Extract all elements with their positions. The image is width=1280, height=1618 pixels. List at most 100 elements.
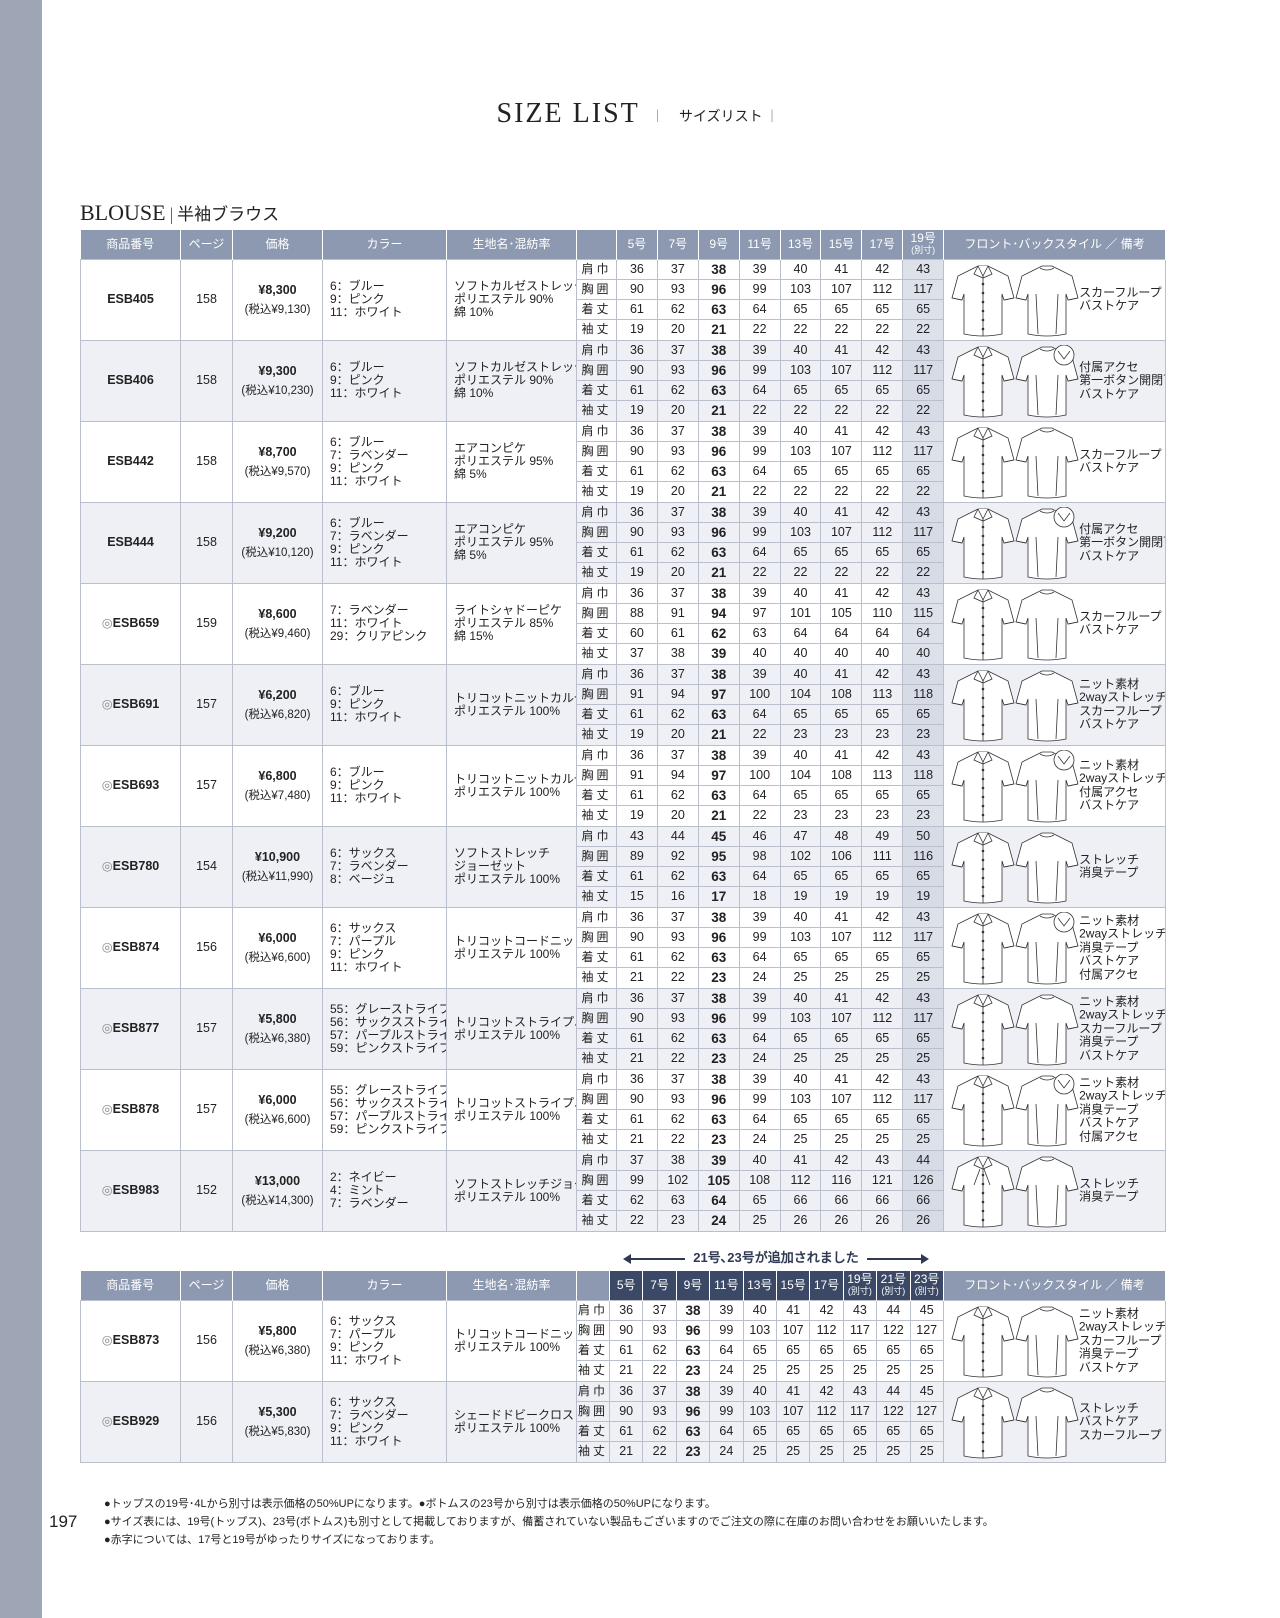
notes-list: ニット素材 2wayストレッチ スカーフループ バストケア [1079, 677, 1164, 732]
size-note: (別寸) [847, 1285, 872, 1296]
size-value: 99 [616, 1169, 658, 1192]
size-value: 25 [876, 1360, 911, 1382]
size-value: 45 [909, 1380, 944, 1402]
price-tax-included: (税込¥5,830) [244, 1425, 311, 1438]
size-value: 25 [909, 1441, 944, 1463]
fabric-info: トリコットニットカルゼ ポリエステル 100% [446, 744, 577, 827]
size-value: 39 [697, 1149, 740, 1171]
product-code: ◎ESB780 [80, 825, 181, 908]
size-value: 100 [738, 764, 781, 787]
size-value: 99 [738, 521, 781, 544]
blouse-illustration-icon [951, 344, 1079, 417]
product-code: ◎ESB873 [80, 1299, 181, 1382]
size-value: 90 [616, 926, 658, 949]
fabric-info: シェードドビークロス ポリエステル 100% [446, 1380, 577, 1463]
price-base: ¥8,600 [258, 606, 297, 621]
size-value: 66 [902, 1189, 945, 1212]
product-code-text: ESB878 [112, 1102, 160, 1116]
size-value: 19 [820, 886, 863, 908]
fabric-line: トリコットストライプニット [454, 1014, 576, 1029]
size-value: 96 [697, 521, 740, 544]
size-value: 37 [656, 339, 699, 361]
size-value: 65 [902, 703, 945, 726]
size-value: 25 [902, 1048, 945, 1070]
color-option: 9：ピンク [330, 778, 385, 792]
size-note: (別寸) [911, 244, 936, 255]
size-value: 62 [656, 1108, 699, 1131]
measure-label: 肩巾 [576, 339, 617, 361]
size-value: 25 [902, 967, 945, 989]
size-value: 117 [842, 1400, 878, 1423]
measure-label: 胸囲 [576, 845, 617, 868]
size-value: 93 [656, 521, 699, 544]
fabric-line: ポリエステル 90% [454, 292, 554, 306]
size-value: 41 [820, 420, 863, 442]
measure-label: 着丈 [576, 460, 617, 483]
size-value: 37 [656, 420, 699, 442]
measure-label: 袖丈 [576, 400, 617, 422]
col-page: ページ [180, 1271, 233, 1300]
size-value: 103 [779, 1088, 822, 1111]
price-tax-included: (税込¥6,380) [244, 1344, 311, 1357]
size-value: 42 [861, 582, 904, 604]
color-option: 59：ピンクストライプ [330, 1121, 447, 1136]
size-value: 107 [820, 926, 863, 949]
size-value: 65 [902, 541, 945, 564]
size-value: 25 [842, 1360, 878, 1382]
catalog-page: 158 [180, 420, 233, 503]
size-value: 41 [820, 258, 863, 280]
size-value: 43 [842, 1299, 878, 1321]
measure-label: 袖丈 [576, 1210, 617, 1232]
size-value: 25 [820, 1048, 863, 1070]
note-item: 第一ボタン開閉可 [1079, 534, 1164, 549]
table-row: 着丈 61 62 63 64 65 65 65 65 [81, 865, 1166, 888]
section-divider: | [169, 204, 174, 224]
size-label: 19号 [847, 1271, 873, 1286]
size-value: 107 [820, 1007, 863, 1030]
note-item: バストケア [1079, 298, 1140, 313]
size-value: 62 [656, 460, 699, 483]
color-option: 9：ピンク [330, 697, 385, 711]
notes-list: ストレッチ 消臭テープ [1079, 852, 1139, 880]
size-value: 96 [697, 1088, 740, 1111]
measure-label: 胸囲 [576, 278, 617, 301]
size-value: 64 [709, 1420, 744, 1443]
notes-list: ニット素材 2wayストレッチ スカーフループ 消臭テープ バストケア [1079, 1306, 1165, 1375]
size-value: 65 [779, 865, 822, 888]
table-row: 袖丈 19 20 21 22 22 22 22 22 [81, 400, 1166, 422]
size-value: 112 [861, 521, 904, 544]
measure-label: 肩巾 [576, 1068, 617, 1090]
size-value: 64 [738, 298, 781, 321]
size-value: 21 [616, 1129, 658, 1151]
measure-label: 袖丈 [576, 1441, 610, 1463]
new-mark-icon: ◎ [101, 1333, 113, 1347]
blouse-illustration-icon [951, 265, 1079, 336]
footnote: ●サイズ表には、19号(トップス)、23号(ボトムス)も別寸として掲載しておりま… [104, 1516, 994, 1528]
size-value: 19 [616, 400, 658, 422]
catalog-page: 157 [180, 663, 233, 746]
size-value: 43 [902, 501, 945, 523]
product-code-text: ESB405 [107, 292, 154, 306]
size-value: 23 [902, 724, 945, 746]
note-item: 2wayストレッチ [1079, 1007, 1166, 1022]
size-value: 22 [616, 1210, 658, 1232]
table-row: ESB405 158 ¥8,300 (税込¥9,130) 6：ブルー 9：ピンク 11… [80, 258, 1166, 341]
size-value: 117 [902, 278, 945, 301]
price-tax-included: (税込¥9,570) [244, 465, 311, 478]
measure-label: 肩巾 [576, 744, 617, 766]
size-value: 105 [697, 1169, 740, 1192]
size-value: 117 [902, 521, 945, 544]
size-value: 64 [820, 622, 863, 645]
size-value: 25 [876, 1441, 911, 1463]
size-value: 22 [656, 1048, 699, 1070]
size-value: 39 [738, 663, 781, 685]
size-value: 26 [820, 1210, 863, 1232]
color-list: 55：グレーストライプ56：サックスストライプ57：パープルストライプ59：ピン… [322, 987, 447, 1070]
notes-list: スカーフループ バストケア [1079, 285, 1162, 313]
style-notes: ニット素材 2wayストレッチ スカーフループ バストケア [943, 663, 1166, 746]
product-code: ◎ESB929 [80, 1380, 181, 1463]
size-value: 107 [820, 1088, 863, 1111]
size-value: 38 [656, 643, 699, 665]
size-value: 62 [656, 946, 699, 969]
size-value: 122 [876, 1319, 911, 1342]
